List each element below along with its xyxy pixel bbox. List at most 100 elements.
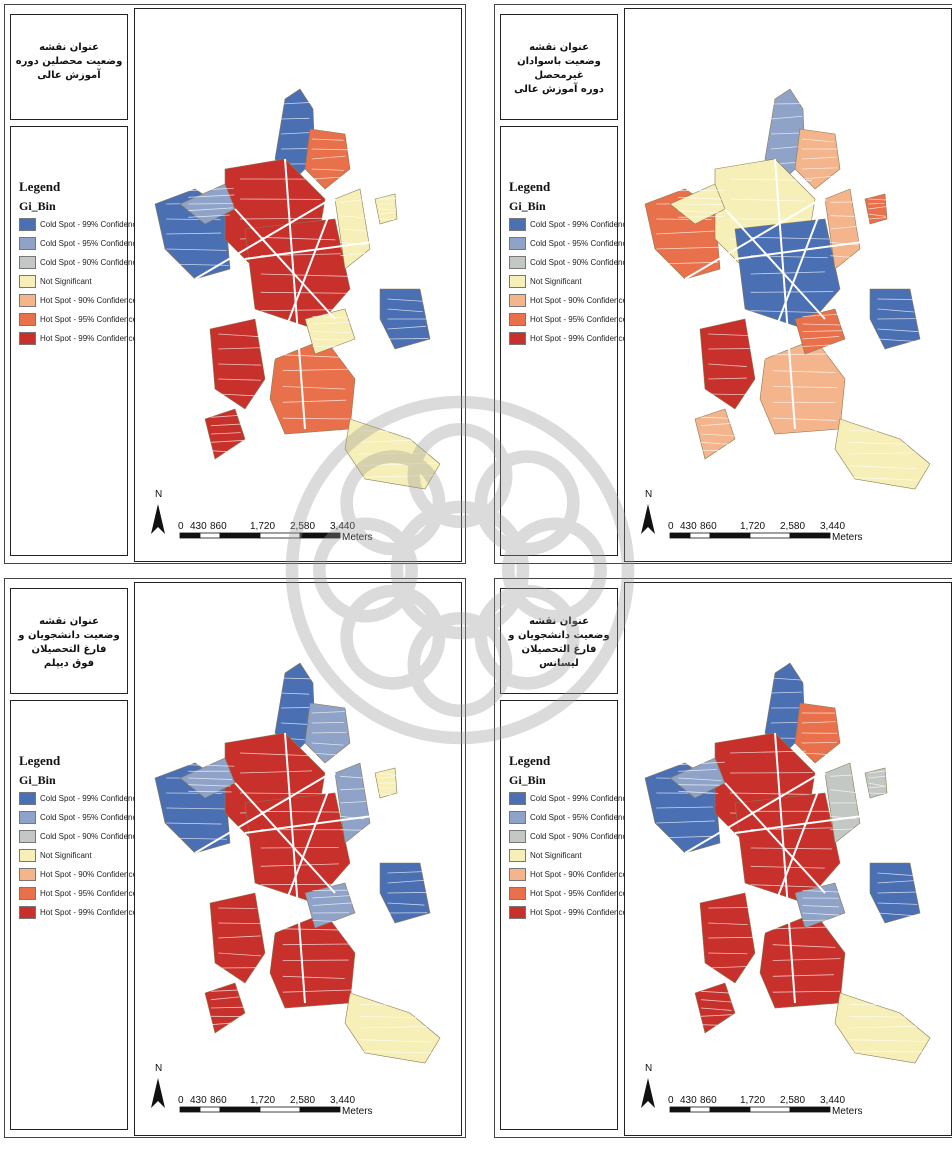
map-region-south-center (269, 912, 356, 1009)
scale-tick-label: 860 (210, 521, 227, 532)
legend-list: Cold Spot - 99% Confidence Cold Spot - 95… (509, 215, 631, 348)
scale-unit-label: Meters (832, 532, 863, 543)
map-title-heading: عنوان نقشه (529, 616, 589, 627)
legend-item: Hot Spot - 95% Confidence (19, 310, 141, 329)
legend-swatch (509, 332, 526, 345)
map-title-line: لیسانس (539, 658, 579, 669)
legend-label: Cold Spot - 99% Confidence (40, 220, 141, 229)
legend-item: Cold Spot - 90% Confidence (509, 253, 631, 272)
scale-tick-label: 1,720 (740, 521, 765, 532)
legend-swatch (19, 332, 36, 345)
legend-item: Hot Spot - 95% Confidence (509, 884, 631, 903)
scale-tick-label: 1,720 (250, 1095, 275, 1106)
legend-label: Not Significant (530, 851, 582, 860)
legend-item: Cold Spot - 95% Confidence (19, 234, 141, 253)
map-title-line: وضعیت دانشجویان و فارغ التحصیلان (18, 630, 120, 655)
legend-label: Hot Spot - 99% Confidence (530, 334, 627, 343)
legend-label: Hot Spot - 90% Confidence (530, 870, 627, 879)
legend-label: Cold Spot - 99% Confidence (40, 794, 141, 803)
map-region-center (244, 218, 351, 330)
legend-item: Hot Spot - 90% Confidence (19, 865, 141, 884)
legend-swatch (19, 275, 36, 288)
legend-label: Cold Spot - 99% Confidence (530, 220, 631, 229)
legend-item: Hot Spot - 95% Confidence (509, 310, 631, 329)
legend-swatch (19, 849, 36, 862)
legend-label: Cold Spot - 95% Confidence (530, 239, 631, 248)
north-label: N (155, 1063, 162, 1074)
scale-unit-label: Meters (342, 532, 373, 543)
scale-tick-label: 2,580 (780, 1095, 805, 1106)
map-title-line: وضعیت دانشجویان و فارغ التحصیلان (508, 630, 610, 655)
legend-swatch (509, 237, 526, 250)
road-network (684, 158, 886, 430)
north-label: N (645, 489, 652, 500)
map-title-box: عنوان نقشه وضعیت محصلین دوره آموزش عالی (10, 14, 128, 120)
map-title-line: فوق دیپلم (43, 658, 95, 669)
map-region-sw-tip (694, 408, 736, 460)
legend-swatch (19, 313, 36, 326)
map-region-upper-west (179, 757, 236, 799)
legend-list: Cold Spot - 99% Confidence Cold Spot - 95… (19, 215, 141, 348)
map-region-east-island (864, 193, 888, 225)
legend-box: Legend Gi_Bin Cold Spot - 99% Confidence Co… (500, 126, 631, 556)
legend-item: Cold Spot - 90% Confidence (19, 253, 141, 272)
legend-item: Hot Spot - 90% Confidence (19, 291, 141, 310)
legend-swatch (19, 811, 36, 824)
legend-label: Cold Spot - 95% Confidence (40, 813, 141, 822)
map-title-box: عنوان نقشه وضعیت دانشجویان و فارغ التحصیل… (500, 588, 618, 694)
map-panel-1: عنوان نقشه وضعیت محصلین دوره آموزش عالی Le… (0, 0, 470, 576)
map-region-south-center (759, 912, 846, 1009)
legend-label: Not Significant (40, 277, 92, 286)
north-label: N (155, 489, 162, 500)
legend-swatch (509, 906, 526, 919)
map-frame: N 0 430 860 1,720 2,580 3,440 Meters (134, 582, 462, 1136)
panel-frame (494, 4, 952, 564)
map-region-upper-west (669, 757, 726, 799)
legend-swatch (509, 887, 526, 900)
legend-box: Legend Gi_Bin Cold Spot - 99% Confidence Co… (10, 700, 141, 1130)
scale-tick-label: 1,720 (740, 1095, 765, 1106)
map-panel-4: عنوان نقشه وضعیت دانشجویان و فارغ التحصیل… (490, 574, 952, 1150)
legend-label: Not Significant (530, 277, 582, 286)
scale-tick-label: 860 (700, 521, 717, 532)
map-region-center (244, 792, 351, 904)
map-region-east-blob (379, 862, 431, 924)
map-region-southwest (209, 318, 266, 410)
scale-tick-label: 0 (178, 1095, 184, 1106)
legend-swatch (19, 218, 36, 231)
legend-title: Legend (509, 753, 551, 768)
map-frame: N 0 430 860 1,720 2,580 3,440 Meters (134, 8, 462, 562)
map-panel-2: عنوان نقشه وضعیت باسوادان غیرمحصل دوره آمو… (490, 0, 952, 576)
legend-item: Cold Spot - 90% Confidence (19, 827, 141, 846)
map-title-box: عنوان نقشه وضعیت باسوادان غیرمحصل دوره آمو… (500, 14, 618, 120)
legend-item: Not Significant (19, 846, 141, 865)
legend-title: Legend (19, 179, 61, 194)
legend-swatch (509, 275, 526, 288)
legend-field-name: Gi_Bin (19, 199, 56, 213)
legend-swatch (509, 811, 526, 824)
map-region-southeast (344, 418, 441, 490)
scale-unit-label: Meters (342, 1106, 373, 1117)
scale-tick-label: 430 (190, 1095, 207, 1106)
map-region-south-mid (304, 882, 356, 929)
legend-swatch (509, 294, 526, 307)
map-region-east-blob (379, 288, 431, 350)
north-arrow-icon: N (641, 489, 655, 534)
map-region-southeast (344, 992, 441, 1064)
map-region-south-center (269, 338, 356, 435)
legend-box: Legend Gi_Bin Cold Spot - 99% Confidence Co… (500, 700, 631, 1130)
map-region-sw-tip (204, 408, 246, 460)
map-region-south-mid (794, 882, 846, 929)
map-region-north-tongue (274, 88, 316, 180)
legend-item: Hot Spot - 99% Confidence (509, 329, 631, 348)
legend-swatch (509, 830, 526, 843)
map-title-heading: عنوان نقشه (39, 616, 99, 627)
legend-item: Cold Spot - 99% Confidence (19, 215, 141, 234)
legend-label: Cold Spot - 95% Confidence (530, 813, 631, 822)
legend-item: Cold Spot - 95% Confidence (509, 808, 631, 827)
map-panel-3: عنوان نقشه وضعیت دانشجویان و فارغ التحصیل… (0, 574, 470, 1150)
